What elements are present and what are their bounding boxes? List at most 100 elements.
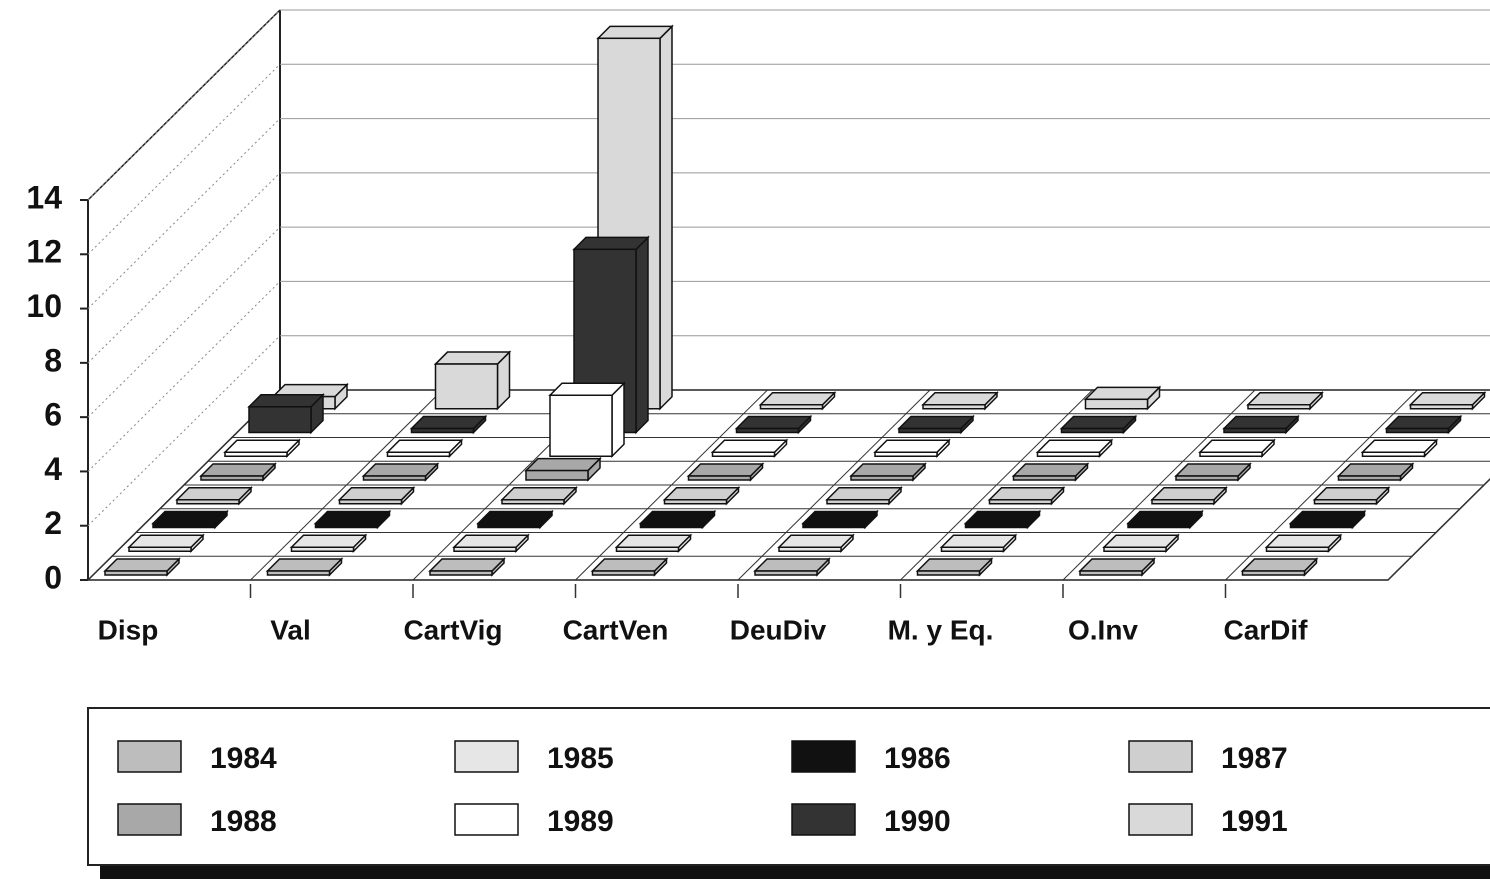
bar [385,438,464,459]
bar-top [385,439,464,453]
plot: 0 2 4 6 8 10 12 14 Disp Val CartVig CartVen DeuDiv M.… [26,9,1490,645]
legend-box [87,707,1490,866]
bar-top [103,558,181,572]
x-tick-label: Disp [98,614,159,645]
bar [753,557,831,577]
bar [337,485,416,506]
bar [638,509,717,530]
bar [361,462,440,482]
bar-front [1103,546,1167,552]
bar [1222,414,1300,435]
bar-top [590,558,669,572]
legend-label: 1987 [1221,742,1288,775]
bar [1336,462,1415,482]
legend-swatch [1128,803,1193,836]
bar-front [687,475,752,481]
bar-top [758,392,837,406]
bar [777,533,855,554]
x-tick-label: Val [270,614,310,645]
bar [1078,557,1156,577]
bar-front [964,522,1029,529]
bar-top [476,510,554,525]
bar-front [549,394,613,457]
bar-front [754,570,818,576]
bar-top [1264,534,1343,548]
legend-label: 1985 [547,742,614,775]
bar-top [1360,439,1439,453]
bar [265,557,344,577]
bar [1384,414,1463,435]
bar-top [777,534,855,548]
legend-label: 1984 [210,742,277,775]
bar-top [596,25,674,40]
bar-front [477,522,541,529]
y-tick-label: 12 [26,234,62,270]
grid-line [87,335,281,527]
bar-top [1240,558,1319,572]
legend: 1984 1985 1986 1987 1988 1989 1990 1991 [117,740,1288,838]
bar-top [638,510,717,525]
x-tick-label: DeuDiv [730,614,827,645]
bar-front [1151,499,1215,505]
x-tick-label: CartVen [563,614,669,645]
bar-front [850,475,914,481]
bar-front [940,546,1005,552]
floor-line [250,389,443,581]
bar-front [874,451,938,457]
floor-line [1062,389,1256,581]
bar-top [151,510,229,525]
legend-label: 1988 [210,805,277,838]
bar-front [778,546,842,552]
bar [662,485,741,506]
bar-front [410,427,475,434]
bar [428,557,506,577]
bar [151,509,229,530]
grid-line [87,226,281,418]
bar-top [572,236,650,251]
bar [825,485,903,506]
bar-top [223,439,301,453]
bar-front [1385,427,1450,434]
bar-front [152,522,216,529]
bar-front [1199,451,1263,457]
bar [452,533,530,554]
bar [897,414,975,435]
bar-top [1222,415,1300,430]
bar-top [1198,439,1276,453]
bar [1174,462,1252,482]
legend-swatch [1128,740,1193,773]
bar [1126,509,1204,530]
bar-front [362,475,427,481]
bar-top [1408,392,1487,406]
bar-top [825,487,903,501]
floor-line [575,389,768,581]
bar-top [686,463,765,477]
legend-label: 1989 [547,805,614,838]
bar [524,456,602,482]
bar [127,533,205,554]
bar-front [1241,570,1306,576]
bar-top [662,487,741,501]
bar-top [175,487,253,501]
bar [313,509,392,530]
bar-front [1361,451,1426,457]
legend-label: 1991 [1221,805,1288,838]
bar-front [104,570,168,576]
bar-front [591,570,656,576]
bar-top [921,392,999,406]
bar-front [453,546,517,552]
bar-front [988,499,1053,505]
bar-front [711,451,776,457]
bar [199,462,277,482]
bar-top [734,415,813,430]
floor-line [87,389,281,581]
bar [590,557,669,577]
bar-front [759,404,824,410]
bar-top [753,558,831,572]
bar [915,557,994,577]
bar-top [289,534,368,548]
bar-top [524,457,602,472]
bar-top [127,534,205,548]
bar [801,509,879,530]
bar-top [1035,439,1114,453]
